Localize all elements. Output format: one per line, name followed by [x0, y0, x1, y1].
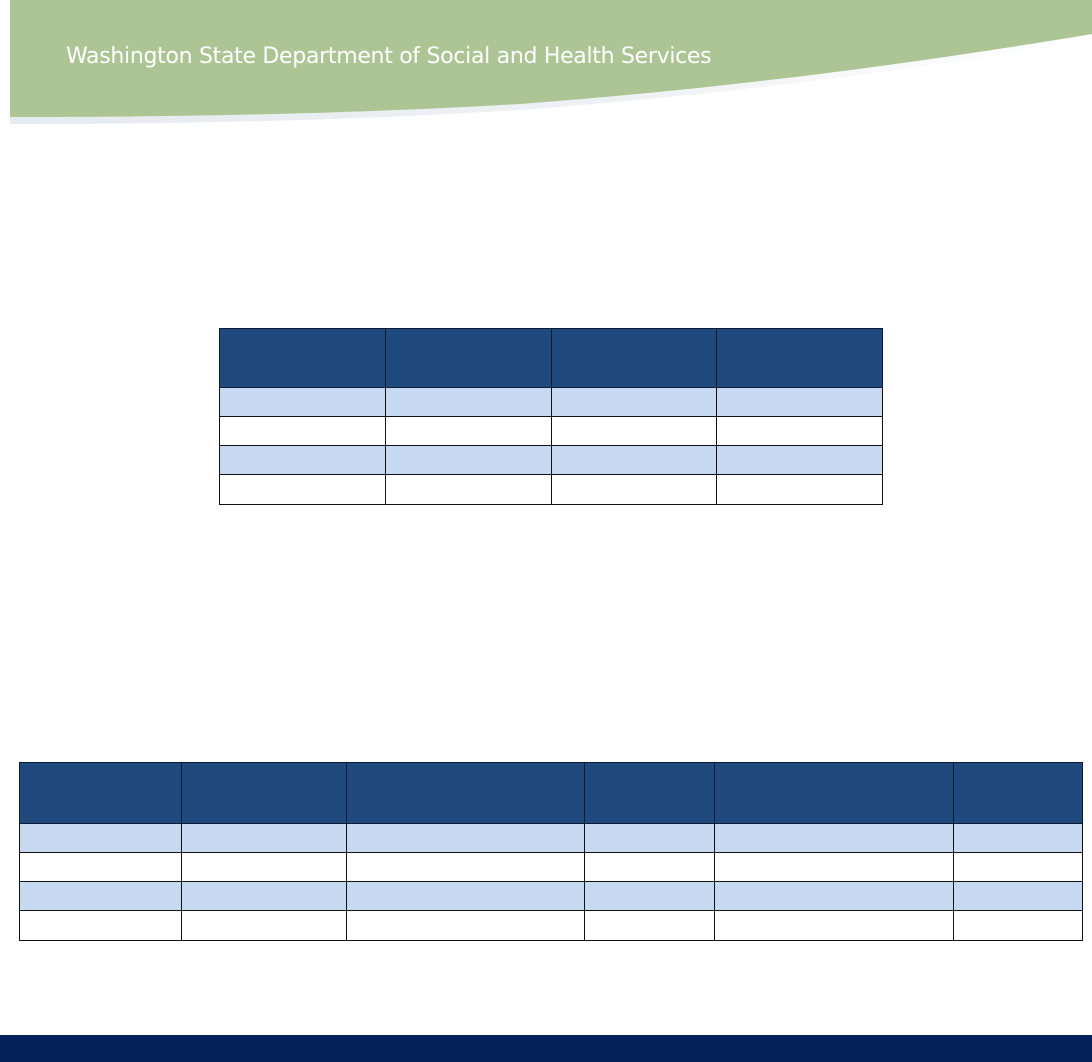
table-cell	[19, 823, 182, 853]
table-cell	[953, 852, 1083, 882]
header-cell	[346, 762, 585, 824]
table-row	[219, 445, 883, 475]
table-cell	[219, 416, 386, 446]
table-cell	[346, 910, 585, 941]
table-cell	[19, 852, 182, 882]
table-cell	[385, 416, 552, 446]
table-cell	[181, 881, 347, 911]
table-cell	[716, 416, 883, 446]
table-row	[19, 823, 1083, 853]
table-cell	[346, 852, 585, 882]
table-cell	[385, 474, 552, 505]
table-cell	[385, 387, 552, 417]
table-cell	[346, 823, 585, 853]
table-header-row	[19, 762, 1083, 824]
table-cell	[584, 910, 715, 941]
table-cell	[953, 910, 1083, 941]
table-cell	[716, 387, 883, 417]
table-cell	[714, 881, 954, 911]
table-cell	[584, 823, 715, 853]
table-cell	[19, 881, 182, 911]
table-row	[219, 474, 883, 505]
organization-title: Washington State Department of Social an…	[66, 44, 712, 69]
table-cell	[219, 445, 386, 475]
header-cell	[219, 328, 386, 388]
header-cell	[584, 762, 715, 824]
header-cell	[181, 762, 347, 824]
header-cell	[385, 328, 552, 388]
header-cell	[953, 762, 1083, 824]
table-cell	[714, 910, 954, 941]
table-cell	[219, 474, 386, 505]
table-row	[19, 910, 1083, 941]
banner-swoosh-graphic	[10, 0, 1092, 124]
table-cell	[714, 823, 954, 853]
table-cell	[953, 823, 1083, 853]
table-row	[219, 387, 883, 417]
table-cell	[551, 445, 717, 475]
header-cell	[19, 762, 182, 824]
table-cell	[716, 445, 883, 475]
table-cell	[219, 387, 386, 417]
table-cell	[19, 910, 182, 941]
table-cell	[551, 416, 717, 446]
table-row	[19, 852, 1083, 882]
table-cell	[346, 881, 585, 911]
table-cell	[551, 387, 717, 417]
header-cell	[714, 762, 954, 824]
data-table-1	[219, 328, 883, 505]
table-cell	[953, 881, 1083, 911]
header-banner: Washington State Department of Social an…	[0, 0, 1092, 130]
data-table-2	[19, 762, 1083, 941]
table-cell	[716, 474, 883, 505]
table-header-row	[219, 328, 883, 388]
table-cell	[181, 852, 347, 882]
table-cell	[584, 852, 715, 882]
header-cell	[551, 328, 717, 388]
table-cell	[181, 910, 347, 941]
table-row	[219, 416, 883, 446]
header-cell	[716, 328, 883, 388]
footer-bar	[0, 1035, 1092, 1062]
table-cell	[181, 823, 347, 853]
table-cell	[714, 852, 954, 882]
table-cell	[551, 474, 717, 505]
table-cell	[584, 881, 715, 911]
table-cell	[385, 445, 552, 475]
table-row	[19, 881, 1083, 911]
